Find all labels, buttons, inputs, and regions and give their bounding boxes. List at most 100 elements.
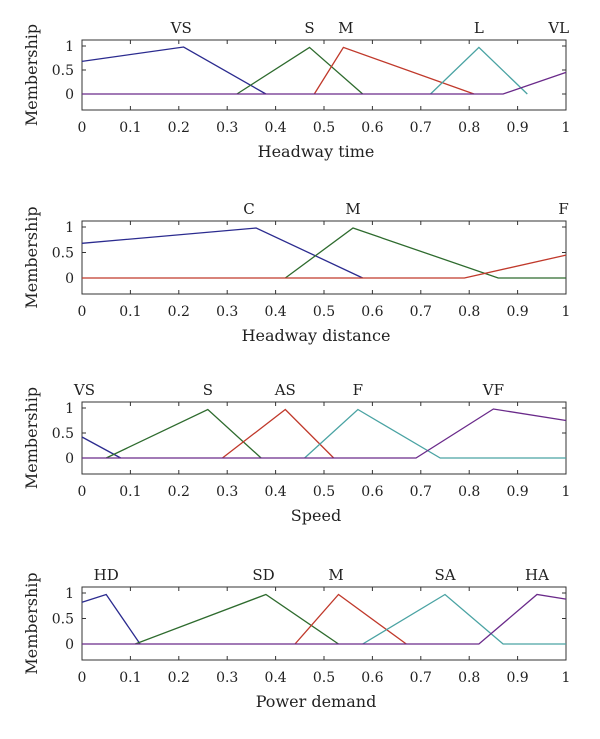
set-label-c: C bbox=[243, 200, 254, 218]
x-tick-label: 0 bbox=[78, 484, 87, 500]
plot-frame bbox=[81, 586, 567, 661]
x-tick-label: 0.6 bbox=[361, 120, 383, 136]
y-tick-label: 0.5 bbox=[52, 426, 74, 442]
set-label-sd: SD bbox=[252, 566, 274, 584]
x-tick-label: 0.9 bbox=[506, 670, 528, 686]
x-tick-label: 0.4 bbox=[264, 120, 286, 136]
set-label-f: F bbox=[558, 200, 568, 218]
chart-panel-2: 0 0.1 0.2 0.3 0.4 0.5 0.6 0.7 0.8 0.9 1 0 0.5 1 C M F Hea… bbox=[22, 200, 570, 345]
x-axis-label: Headway time bbox=[258, 142, 375, 161]
x-tick-label: 0.3 bbox=[216, 120, 238, 136]
y-tick-label: 1 bbox=[65, 401, 74, 417]
y-tick-label: 1 bbox=[65, 220, 74, 236]
y-axis-label: Membership bbox=[22, 24, 41, 126]
series-line-l bbox=[430, 46, 528, 95]
set-label-vf: VF bbox=[482, 381, 504, 399]
series-line-s bbox=[105, 408, 262, 459]
set-label-s: S bbox=[203, 381, 213, 399]
x-tick-label: 0 bbox=[78, 120, 87, 136]
y-tick-label: 0.5 bbox=[52, 63, 74, 79]
x-axis-label: Headway distance bbox=[242, 326, 391, 345]
series-line-m bbox=[313, 46, 475, 95]
x-tick-label: 0 bbox=[78, 670, 87, 686]
x-tick-label: 0.2 bbox=[168, 304, 190, 320]
x-tick-label: 0.4 bbox=[264, 304, 286, 320]
set-label-m: M bbox=[338, 19, 353, 37]
x-axis-label: Power demand bbox=[256, 692, 377, 711]
x-tick-label: 0.3 bbox=[216, 670, 238, 686]
x-tick-label: 0.7 bbox=[410, 484, 432, 500]
x-tick-label: 0.3 bbox=[216, 484, 238, 500]
chart-panel-3: 0 0.1 0.2 0.3 0.4 0.5 0.6 0.7 0.8 0.9 1 0 0.5 1 VS S AS F… bbox=[22, 381, 570, 525]
x-tick-label: 0.2 bbox=[168, 670, 190, 686]
set-label-vl: VL bbox=[547, 19, 569, 37]
chart-panel-4: 0 0.1 0.2 0.3 0.4 0.5 0.6 0.7 0.8 0.9 1 0 0.5 1 HD SD M S… bbox=[22, 566, 570, 711]
x-tick-label: 0.7 bbox=[410, 120, 432, 136]
x-tick-label: 0.8 bbox=[458, 670, 480, 686]
set-label-s: S bbox=[304, 19, 314, 37]
series-line-s bbox=[236, 46, 364, 95]
x-tick-label: 1 bbox=[562, 120, 571, 136]
series-line-vs bbox=[81, 46, 267, 95]
y-tick-label: 0.5 bbox=[52, 246, 74, 262]
x-tick-label: 0 bbox=[78, 304, 87, 320]
y-axis-label: Membership bbox=[22, 206, 41, 308]
x-tick-label: 0.7 bbox=[410, 670, 432, 686]
chart-panel-1: 0 0.1 0.2 0.3 0.4 0.5 0.6 0.7 0.8 0.9 1 0 0.5 1 VS S M L V… bbox=[22, 19, 570, 161]
set-label-ha: HA bbox=[525, 566, 549, 584]
y-tick-label: 0 bbox=[65, 637, 74, 653]
series-line-sd bbox=[134, 593, 339, 645]
plot-frame bbox=[81, 401, 567, 475]
x-tick-label: 0.7 bbox=[410, 304, 432, 320]
x-tick-label: 0.6 bbox=[361, 484, 383, 500]
x-tick-label: 0.4 bbox=[264, 670, 286, 686]
x-tick-label: 0.6 bbox=[361, 670, 383, 686]
x-tick-label: 0.5 bbox=[313, 670, 335, 686]
x-tick-label: 0.4 bbox=[264, 484, 286, 500]
x-tick-label: 0.6 bbox=[361, 304, 383, 320]
series-line-ha bbox=[82, 593, 567, 645]
x-tick-label: 0.2 bbox=[168, 120, 190, 136]
series-line-vf bbox=[82, 408, 567, 459]
x-tick-label: 0.1 bbox=[119, 304, 141, 320]
x-tick-label: 1 bbox=[562, 484, 571, 500]
series-line-f bbox=[82, 254, 567, 279]
y-tick-label: 0.5 bbox=[52, 612, 74, 628]
x-tick-label: 0.9 bbox=[506, 304, 528, 320]
x-tick-label: 0.2 bbox=[168, 484, 190, 500]
x-tick-label: 0.5 bbox=[313, 484, 335, 500]
series-line-vs bbox=[81, 436, 122, 459]
x-tick-label: 0.3 bbox=[216, 304, 238, 320]
x-tick-label: 0.5 bbox=[313, 304, 335, 320]
x-tick-label: 0.5 bbox=[313, 120, 335, 136]
x-axis-label: Speed bbox=[291, 506, 341, 525]
x-tick-label: 0.9 bbox=[506, 120, 528, 136]
x-tick-label: 0.8 bbox=[458, 484, 480, 500]
set-label-as: AS bbox=[274, 381, 296, 399]
set-label-l: L bbox=[474, 19, 484, 37]
x-tick-label: 0.8 bbox=[458, 304, 480, 320]
plot-frame bbox=[81, 220, 567, 295]
set-label-m: M bbox=[345, 200, 360, 218]
y-axis-label: Membership bbox=[22, 572, 41, 674]
x-tick-label: 1 bbox=[562, 670, 571, 686]
x-tick-label: 0.9 bbox=[506, 484, 528, 500]
x-tick-label: 0.1 bbox=[119, 120, 141, 136]
x-tick-label: 1 bbox=[562, 304, 571, 320]
y-tick-label: 0 bbox=[65, 451, 74, 467]
series-line-m bbox=[284, 227, 566, 279]
series-line-sa bbox=[362, 593, 566, 645]
set-label-m: M bbox=[328, 566, 343, 584]
x-tick-label: 0.8 bbox=[458, 120, 480, 136]
y-tick-label: 1 bbox=[65, 39, 74, 55]
y-tick-label: 1 bbox=[65, 586, 74, 602]
set-label-vs: VS bbox=[73, 381, 95, 399]
series-line-f bbox=[304, 408, 566, 459]
series-line-vl bbox=[82, 71, 567, 95]
set-label-sa: SA bbox=[434, 566, 455, 584]
x-tick-label: 0.1 bbox=[119, 484, 141, 500]
series-line-c bbox=[81, 227, 363, 279]
set-label-f: F bbox=[353, 381, 363, 399]
y-tick-label: 0 bbox=[65, 87, 74, 103]
